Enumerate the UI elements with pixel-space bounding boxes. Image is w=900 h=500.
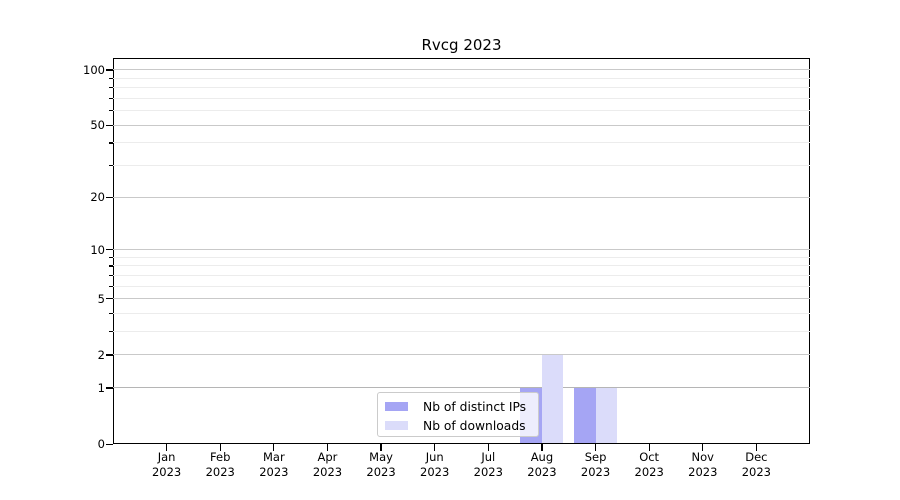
y-major-tick	[106, 69, 113, 71]
bar-nb-of-downloads-aug-2023	[541, 354, 564, 443]
y-minor-gridline	[113, 165, 810, 167]
y-minor-gridline	[113, 77, 810, 79]
x-tick-label: Apr 2023	[312, 450, 343, 479]
y-minor-tick	[109, 331, 113, 333]
chart-title: Rvcg 2023	[421, 36, 502, 54]
x-tick	[380, 444, 382, 451]
y-tick-label: 50	[90, 118, 105, 133]
y-tick-label: 5	[97, 291, 105, 306]
x-tick-label: Jan 2023	[151, 450, 182, 479]
y-major-tick	[106, 298, 113, 300]
y-major-gridline	[113, 249, 810, 251]
y-major-gridline	[113, 124, 810, 126]
x-tick-label: Oct 2023	[634, 450, 664, 479]
y-minor-gridline	[113, 97, 810, 99]
y-major-tick	[106, 249, 113, 251]
x-tick-label: Jul 2023	[473, 450, 503, 479]
x-tick	[702, 444, 704, 451]
x-tick	[166, 444, 168, 451]
y-major-tick	[106, 124, 113, 126]
x-tick-label: Aug 2023	[527, 450, 557, 479]
y-major-gridline	[113, 298, 810, 300]
y-minor-gridline	[113, 274, 810, 276]
y-major-gridline	[113, 196, 810, 198]
y-tick-label: 10	[90, 242, 105, 257]
y-minor-gridline	[113, 142, 810, 144]
x-tick	[273, 444, 275, 451]
y-tick-label: 20	[90, 190, 105, 205]
legend-label-distinct-ips: Nb of distinct IPs	[423, 399, 527, 414]
y-minor-tick	[109, 87, 113, 89]
x-tick	[219, 444, 221, 451]
x-tick	[326, 444, 329, 451]
y-tick-label: 2	[97, 347, 105, 362]
x-tick	[487, 444, 489, 451]
x-tick	[755, 444, 757, 451]
y-major-gridline	[113, 354, 810, 356]
legend-item-distinct-ips: Nb of distinct IPs	[385, 397, 538, 416]
y-major-tick	[106, 354, 113, 356]
y-minor-gridline	[113, 331, 810, 333]
y-minor-gridline	[113, 256, 810, 258]
bar-nb-of-distinct-ips-sep-2023	[574, 387, 596, 443]
y-minor-gridline	[113, 313, 810, 315]
y-minor-tick	[109, 142, 113, 144]
x-tick	[541, 444, 543, 451]
plot-area	[113, 58, 810, 444]
legend-item-downloads: Nb of downloads	[385, 416, 538, 435]
y-major-gridline	[113, 69, 810, 71]
bar-nb-of-downloads-sep-2023	[595, 387, 617, 443]
y-minor-tick	[109, 165, 113, 167]
x-tick	[434, 444, 436, 451]
y-tick-label: 100	[83, 62, 105, 77]
y-minor-tick	[109, 97, 113, 100]
y-minor-tick	[109, 256, 113, 259]
y-major-gridline	[113, 387, 810, 389]
legend: Nb of distinct IPs Nb of downloads	[377, 392, 539, 437]
y-major-tick	[106, 196, 113, 198]
y-minor-tick	[109, 285, 113, 287]
y-minor-tick	[109, 265, 113, 267]
y-major-tick	[106, 443, 113, 445]
y-minor-gridline	[113, 265, 810, 267]
y-tick-label: 0	[97, 437, 105, 451]
legend-swatch-downloads	[385, 421, 408, 430]
x-tick-label: Sep 2023	[580, 450, 611, 479]
y-minor-gridline	[113, 110, 810, 112]
x-tick-label: Jun 2023	[420, 450, 450, 479]
y-minor-tick	[109, 110, 113, 112]
x-tick-label: Mar 2023	[259, 450, 289, 479]
x-tick	[648, 444, 650, 451]
y-major-tick	[106, 387, 113, 389]
y-tick-label: 1	[97, 380, 105, 395]
y-minor-gridline	[113, 285, 810, 287]
legend-swatch-distinct-ips	[385, 402, 408, 411]
x-tick	[594, 444, 597, 451]
x-tick-label: May 2023	[366, 450, 396, 479]
x-tick-label: Nov 2023	[688, 450, 718, 479]
y-minor-tick	[109, 313, 113, 315]
x-tick-label: Feb 2023	[205, 450, 235, 479]
y-minor-tick	[109, 274, 113, 277]
y-minor-tick	[109, 77, 113, 80]
x-tick-label: Dec 2023	[741, 450, 772, 479]
legend-label-downloads: Nb of downloads	[423, 418, 526, 433]
y-minor-gridline	[113, 87, 810, 89]
